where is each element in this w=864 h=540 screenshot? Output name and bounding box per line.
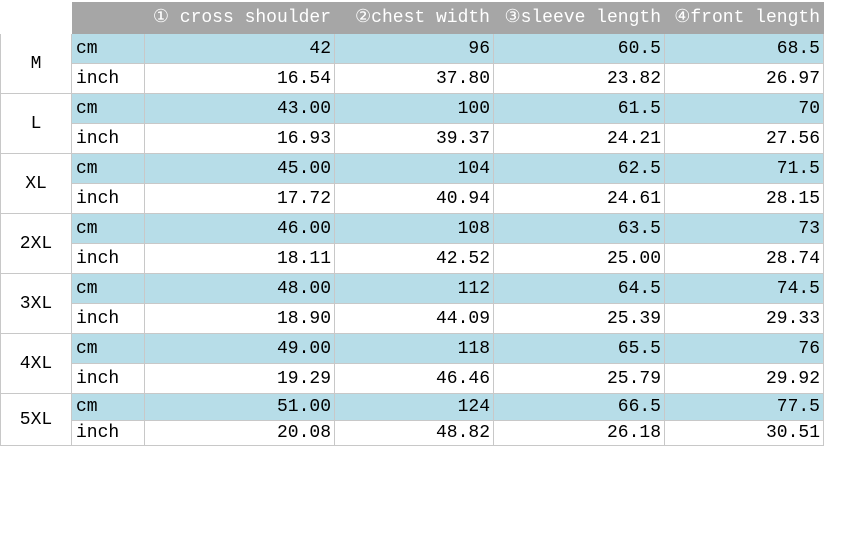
measure-cell: 27.56 bbox=[665, 124, 824, 154]
size-label: L bbox=[0, 94, 72, 154]
measure-cell: 19.29 bbox=[145, 364, 335, 394]
column-header: ① cross shoulder bbox=[145, 2, 335, 34]
size-label: M bbox=[0, 34, 72, 94]
measure-cell: 65.5 bbox=[494, 334, 665, 364]
unit-label: inch bbox=[72, 184, 145, 214]
measure-cell: 62.5 bbox=[494, 154, 665, 184]
measure-cell: 26.97 bbox=[665, 64, 824, 94]
unit-label: cm bbox=[72, 94, 145, 124]
unit-label: inch bbox=[72, 304, 145, 334]
measure-cell: 29.92 bbox=[665, 364, 824, 394]
unit-label: inch bbox=[72, 124, 145, 154]
measure-cell: 100 bbox=[335, 94, 494, 124]
measure-cell: 51.00 bbox=[145, 394, 335, 421]
measure-cell: 112 bbox=[335, 274, 494, 304]
measure-cell: 26.18 bbox=[494, 421, 665, 446]
header-blank bbox=[72, 2, 145, 34]
measure-cell: 46.46 bbox=[335, 364, 494, 394]
measure-cell: 70 bbox=[665, 94, 824, 124]
measure-cell: 16.93 bbox=[145, 124, 335, 154]
measure-cell: 18.11 bbox=[145, 244, 335, 274]
column-header: ③sleeve length bbox=[494, 2, 665, 34]
measure-cell: 28.15 bbox=[665, 184, 824, 214]
measure-cell: 18.90 bbox=[145, 304, 335, 334]
measure-cell: 46.00 bbox=[145, 214, 335, 244]
measure-cell: 25.00 bbox=[494, 244, 665, 274]
measure-cell: 42 bbox=[145, 34, 335, 64]
measure-cell: 30.51 bbox=[665, 421, 824, 446]
unit-label: cm bbox=[72, 34, 145, 64]
measure-cell: 25.79 bbox=[494, 364, 665, 394]
measure-cell: 64.5 bbox=[494, 274, 665, 304]
measure-cell: 24.21 bbox=[494, 124, 665, 154]
measure-cell: 61.5 bbox=[494, 94, 665, 124]
measure-cell: 16.54 bbox=[145, 64, 335, 94]
measure-cell: 20.08 bbox=[145, 421, 335, 446]
measure-cell: 73 bbox=[665, 214, 824, 244]
measure-cell: 48.82 bbox=[335, 421, 494, 446]
measure-cell: 74.5 bbox=[665, 274, 824, 304]
unit-label: inch bbox=[72, 421, 145, 446]
column-header: ②chest width bbox=[335, 2, 494, 34]
measure-cell: 29.33 bbox=[665, 304, 824, 334]
unit-label: cm bbox=[72, 274, 145, 304]
measure-cell: 77.5 bbox=[665, 394, 824, 421]
measure-cell: 23.82 bbox=[494, 64, 665, 94]
measure-cell: 124 bbox=[335, 394, 494, 421]
unit-label: inch bbox=[72, 364, 145, 394]
unit-label: cm bbox=[72, 154, 145, 184]
unit-label: inch bbox=[72, 64, 145, 94]
unit-label: cm bbox=[72, 214, 145, 244]
measure-cell: 71.5 bbox=[665, 154, 824, 184]
measure-cell: 25.39 bbox=[494, 304, 665, 334]
measure-cell: 96 bbox=[335, 34, 494, 64]
measure-cell: 43.00 bbox=[145, 94, 335, 124]
measure-cell: 49.00 bbox=[145, 334, 335, 364]
size-label: 5XL bbox=[0, 394, 72, 446]
measure-cell: 104 bbox=[335, 154, 494, 184]
measure-cell: 66.5 bbox=[494, 394, 665, 421]
size-label: 3XL bbox=[0, 274, 72, 334]
unit-label: inch bbox=[72, 244, 145, 274]
measure-cell: 48.00 bbox=[145, 274, 335, 304]
measure-cell: 118 bbox=[335, 334, 494, 364]
measure-cell: 39.37 bbox=[335, 124, 494, 154]
size-label: XL bbox=[0, 154, 72, 214]
unit-label: cm bbox=[72, 394, 145, 421]
measure-cell: 68.5 bbox=[665, 34, 824, 64]
measure-cell: 45.00 bbox=[145, 154, 335, 184]
measure-cell: 42.52 bbox=[335, 244, 494, 274]
measure-cell: 24.61 bbox=[494, 184, 665, 214]
measure-cell: 44.09 bbox=[335, 304, 494, 334]
measure-cell: 37.80 bbox=[335, 64, 494, 94]
measure-cell: 63.5 bbox=[494, 214, 665, 244]
size-label: 4XL bbox=[0, 334, 72, 394]
measure-cell: 60.5 bbox=[494, 34, 665, 64]
measure-cell: 28.74 bbox=[665, 244, 824, 274]
measure-cell: 76 bbox=[665, 334, 824, 364]
unit-label: cm bbox=[72, 334, 145, 364]
size-label: 2XL bbox=[0, 214, 72, 274]
column-header: ④front length bbox=[665, 2, 824, 34]
measure-cell: 40.94 bbox=[335, 184, 494, 214]
measure-cell: 17.72 bbox=[145, 184, 335, 214]
measure-cell: 108 bbox=[335, 214, 494, 244]
